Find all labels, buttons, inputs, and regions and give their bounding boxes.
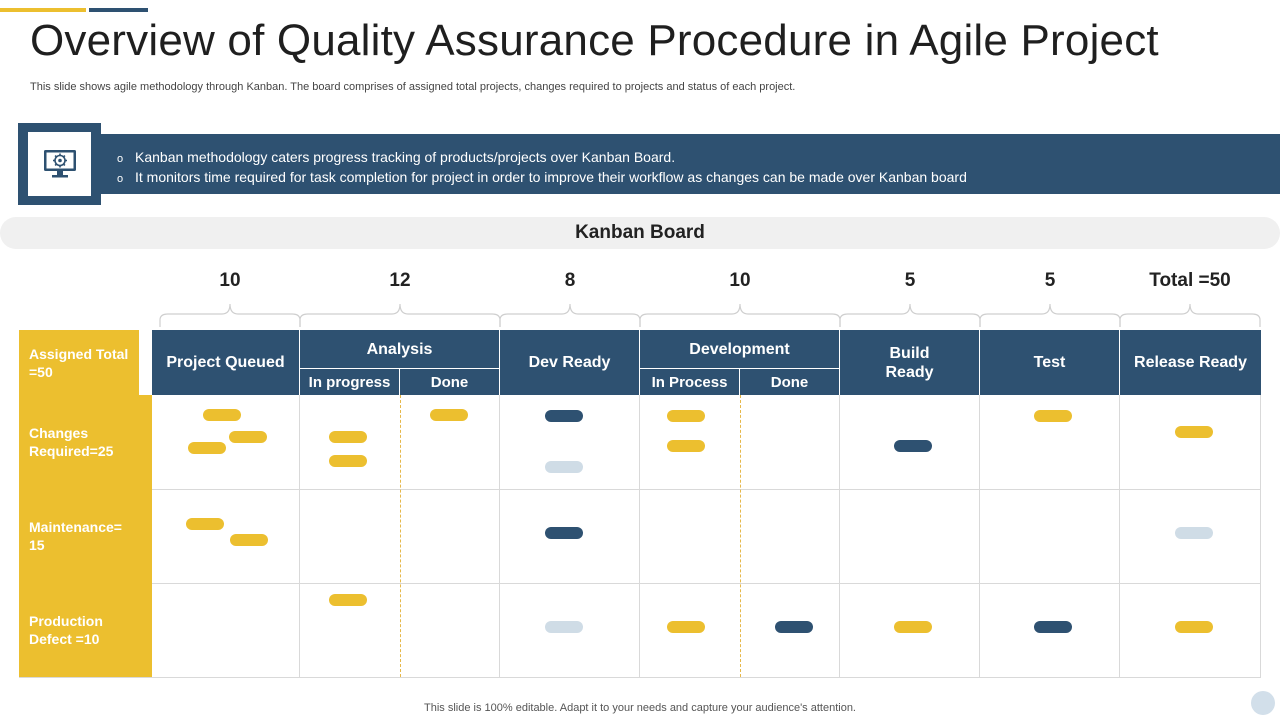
kanban-card[interactable]: [667, 410, 705, 422]
kanban-card[interactable]: [329, 431, 367, 443]
grid-line-horizontal: [19, 677, 1261, 678]
info-band: [100, 134, 1280, 194]
bullet-mark: o: [117, 153, 124, 165]
grid-line-vertical: [1260, 395, 1261, 677]
substage-development-done: Done: [740, 368, 839, 395]
kanban-card[interactable]: [545, 527, 583, 539]
kanban-card[interactable]: [230, 534, 268, 546]
count-build-ready: 5: [904, 270, 916, 291]
count-total: Total =50: [1149, 270, 1231, 291]
kanban-card[interactable]: [775, 621, 813, 633]
kanban-card[interactable]: [667, 440, 705, 452]
kanban-card[interactable]: [545, 410, 583, 422]
grid-line-vertical: [639, 395, 640, 677]
kanban-card[interactable]: [203, 409, 241, 421]
kanban-card[interactable]: [667, 621, 705, 633]
count-dev-ready: 8: [564, 270, 576, 291]
row-label-changes-required: Changes Required=25: [19, 395, 152, 489]
page-subtitle: This slide shows agile methodology throu…: [30, 81, 796, 93]
brace: [159, 303, 301, 327]
substage-analysis-done: Done: [400, 368, 499, 395]
info-bullet: o It monitors time required for task comp…: [117, 168, 967, 188]
stage-header-release-ready: Release Ready: [1120, 330, 1261, 395]
stage-header-test: Test: [980, 330, 1119, 395]
kanban-card[interactable]: [329, 455, 367, 467]
corner-decoration: [1251, 691, 1275, 715]
kanban-card[interactable]: [545, 621, 583, 633]
stage-header-project-queued: Project Queued: [152, 330, 299, 395]
brace: [299, 303, 501, 327]
kanban-card[interactable]: [430, 409, 468, 421]
icon-frame: [28, 132, 91, 196]
brace: [979, 303, 1121, 327]
kanban-card[interactable]: [1175, 426, 1213, 438]
stage-header-dev-ready: Dev Ready: [500, 330, 639, 395]
footer-note: This slide is 100% editable. Adapt it to…: [424, 702, 856, 714]
grid-line-horizontal: [152, 489, 1261, 490]
count-test: 5: [1044, 270, 1056, 291]
count-development: 10: [729, 270, 751, 291]
grid-line-vertical: [839, 395, 840, 677]
kanban-card[interactable]: [1034, 410, 1072, 422]
monitor-gear-icon: [43, 150, 76, 178]
kanban-card[interactable]: [1175, 527, 1213, 539]
info-bullet: o Kanban methodology caters progress trac…: [117, 148, 967, 168]
accent-bar-navy: [89, 8, 148, 12]
kanban-card[interactable]: [894, 440, 932, 452]
row-label-assigned-total: Assigned Total =50: [19, 330, 139, 395]
grid-line-vertical: [499, 395, 500, 677]
stage-header-analysis: Analysis: [300, 330, 499, 368]
grid-line-vertical: [299, 395, 300, 677]
bullet-text: It monitors time required for task compl…: [135, 169, 967, 185]
substage-divider: [740, 395, 741, 677]
substage-development-in-process: In Process: [640, 368, 740, 395]
accent-bar-yellow: [0, 8, 86, 12]
stage-header-build-ready: Build Ready: [840, 330, 979, 395]
info-icon-box: [18, 123, 101, 205]
kanban-board-title: Kanban Board: [0, 217, 1280, 249]
row-label-maintenance: Maintenance= 15: [19, 489, 152, 583]
grid-line-horizontal: [152, 583, 1261, 584]
info-bullets: o Kanban methodology caters progress trac…: [117, 148, 967, 188]
brace: [639, 303, 841, 327]
kanban-card[interactable]: [229, 431, 267, 443]
kanban-card[interactable]: [186, 518, 224, 530]
kanban-card[interactable]: [188, 442, 226, 454]
brace: [1119, 303, 1261, 327]
grid-line-vertical: [1119, 395, 1120, 677]
count-analysis: 12: [389, 270, 411, 291]
substage-divider: [400, 395, 401, 677]
brace: [499, 303, 641, 327]
stage-header-development: Development: [640, 330, 839, 368]
bullet-mark: o: [117, 173, 124, 185]
row-label-production-defect: Production Defect =10: [19, 583, 152, 677]
grid-line-vertical: [979, 395, 980, 677]
brace: [839, 303, 981, 327]
page-title: Overview of Quality Assurance Procedure …: [30, 16, 1159, 65]
kanban-card[interactable]: [1175, 621, 1213, 633]
bullet-text: Kanban methodology caters progress track…: [135, 149, 676, 165]
kanban-card[interactable]: [1034, 621, 1072, 633]
substage-analysis-in-progress: In progress: [300, 368, 400, 395]
kanban-card[interactable]: [329, 594, 367, 606]
kanban-card[interactable]: [545, 461, 583, 473]
kanban-card[interactable]: [894, 621, 932, 633]
count-project-queued: 10: [219, 270, 241, 291]
